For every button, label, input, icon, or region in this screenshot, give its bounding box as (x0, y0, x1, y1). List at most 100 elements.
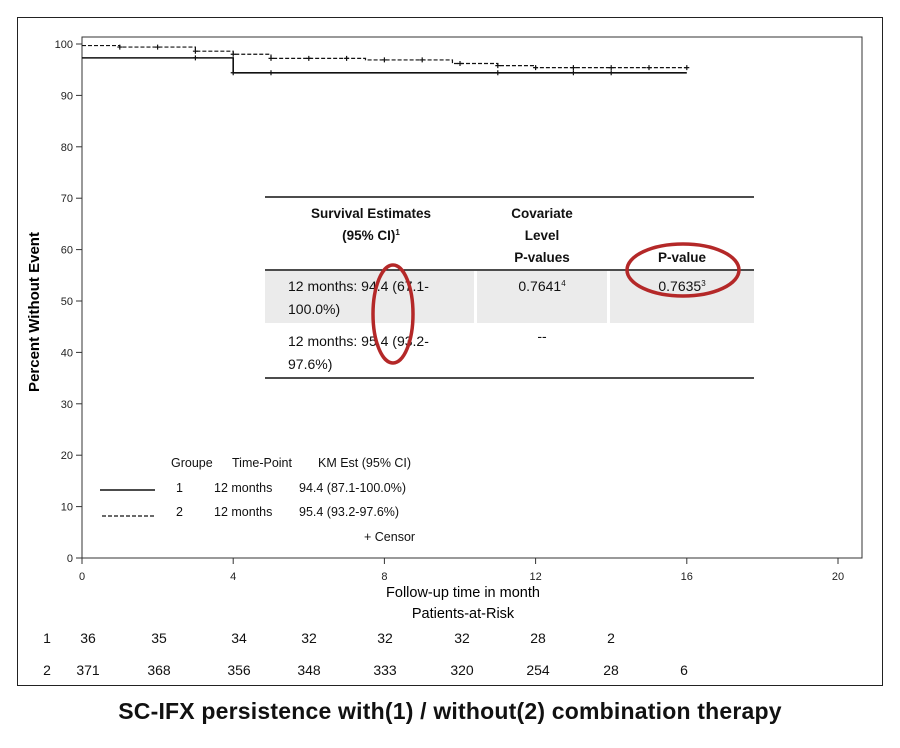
x-axis-label: Follow-up time in month (386, 585, 540, 601)
legend-row-1-group: 1 (176, 481, 183, 495)
inset-header-covariate-line3: P-values (514, 250, 570, 265)
risk-cell: 348 (297, 662, 321, 678)
risk-cell: 368 (147, 662, 171, 678)
inset-header-pvalue: P-value (658, 250, 707, 265)
series-2-censor-mark (419, 57, 425, 63)
y-tick-label: 40 (61, 347, 73, 359)
risk-cell: 35 (151, 630, 167, 646)
risk-table-title: Patients-at-Risk (412, 606, 515, 622)
y-tick-label: 90 (61, 90, 73, 102)
km-chart: Percent Without Event 010203040506070809… (26, 36, 863, 678)
legend-header-group: Groupe (171, 456, 213, 470)
legend: Groupe Time-Point KM Est (95% CI) 1 12 m… (100, 456, 415, 544)
legend-row-2-timepoint: 12 months (214, 505, 272, 519)
y-tick-label: 80 (61, 142, 73, 154)
y-ticks: 0 10 20 30 40 50 60 70 80 90 100 (55, 39, 82, 565)
highlight-ellipse-pvalue (625, 242, 741, 298)
y-tick-label: 100 (55, 39, 73, 51)
highlight-ellipse-estimate (371, 263, 415, 365)
series-1-censor-mark (570, 70, 576, 76)
inset-row-1-covariate: 0.76414 (518, 278, 566, 294)
y-tick-label: 60 (61, 245, 73, 257)
series-2-censor-mark (155, 44, 161, 50)
y-axis-label: Percent Without Event (26, 232, 43, 392)
risk-cell: 34 (231, 630, 247, 646)
y-tick-label: 70 (61, 193, 73, 205)
inset-row-1-estimate-line2: 100.0%) (288, 301, 340, 317)
y-tick-label: 30 (61, 399, 73, 411)
risk-cell: 6 (680, 662, 688, 678)
figure-caption: SC-IFX persistence with(1) / without(2) … (118, 698, 782, 724)
x-tick-label: 12 (529, 571, 541, 583)
risk-row-group-label: 2 (43, 662, 51, 678)
series-1-censor-mark (230, 70, 236, 76)
risk-row-group-label: 1 (43, 630, 51, 646)
series-2-censor-mark (306, 55, 312, 61)
risk-cell: 32 (301, 630, 317, 646)
series-1-censor-mark (608, 70, 614, 76)
series-2-censor-mark (608, 65, 614, 71)
inset-header-estimates-line2: (95% CI)1 (342, 228, 400, 243)
series-1-line (82, 57, 687, 74)
risk-cell: 333 (373, 662, 397, 678)
inset-row-1-pvalue-value: 0.7635 (658, 278, 701, 294)
risk-cell: 36 (80, 630, 96, 646)
risk-cell: 32 (377, 630, 393, 646)
risk-cell: 320 (450, 662, 474, 678)
series-2-censor-mark (457, 61, 463, 67)
series-2-censor-mark (533, 65, 539, 71)
series-2-line (82, 44, 687, 69)
legend-row-1-timepoint: 12 months (214, 481, 272, 495)
series-2-censor-mark (117, 44, 123, 50)
series-2-censor-mark (570, 65, 576, 71)
legend-header-estimate: KM Est (95% CI) (318, 456, 411, 470)
inset-table: Survival Estimates (95% CI)1 Covariate L… (265, 196, 754, 379)
series-1-censor-mark (495, 70, 501, 76)
y-tick-label: 0 (67, 553, 73, 565)
risk-table: 1 36 35 34 32 32 32 28 2 2 371 368 356 348 333 320 254 28… (43, 630, 688, 678)
series-2-censor-mark (344, 55, 350, 61)
inset-row-2-covariate: -- (537, 328, 547, 344)
series-2-censor-mark (646, 65, 652, 71)
inset-row-1-shade-b (477, 271, 607, 323)
risk-cell: 356 (227, 662, 251, 678)
x-tick-label: 16 (681, 571, 693, 583)
x-ticks: 0 4 8 12 16 20 (79, 558, 844, 583)
legend-row-2-group: 2 (176, 505, 183, 519)
series-2-censor-mark (495, 63, 501, 69)
figure-frame (17, 17, 883, 686)
legend-row-1-estimate: 94.4 (87.1-100.0%) (299, 481, 406, 495)
risk-cell: 254 (526, 662, 550, 678)
x-tick-label: 8 (381, 571, 387, 583)
inset-header-covariate-line1: Covariate (511, 206, 573, 221)
series-2-censor-mark (192, 48, 198, 54)
y-tick-label: 10 (61, 502, 73, 514)
inset-row-1-shade-a (265, 271, 474, 323)
inset-row-1-pvalue-sup: 3 (701, 279, 706, 288)
inset-row-1-covariate-value: 0.7641 (518, 278, 561, 294)
inset-row-1-covariate-sup: 4 (561, 279, 566, 288)
series-1-censor-mark (268, 70, 274, 76)
risk-cell: 2 (607, 630, 615, 646)
risk-cell: 28 (530, 630, 546, 646)
inset-row-2-estimate-line2: 97.6%) (288, 356, 332, 372)
risk-cell: 32 (454, 630, 470, 646)
x-tick-label: 4 (230, 571, 236, 583)
risk-cell: 28 (603, 662, 619, 678)
inset-header-estimates-line1: Survival Estimates (311, 206, 431, 221)
plot-area (81, 36, 863, 559)
inset-row-2-estimate-line1: 12 months: 95.4 (93.2- (288, 333, 429, 349)
x-tick-label: 20 (832, 571, 844, 583)
inset-row-1-pvalue: 0.76353 (658, 278, 706, 294)
risk-cell: 371 (76, 662, 100, 678)
inset-header-covariate-line2: Level (525, 228, 560, 243)
inset-header-estimates-sup: 1 (395, 228, 400, 237)
inset-row-1-estimate-line1: 12 months: 94.4 (67.1- (288, 278, 429, 294)
series-2-censor-mark (684, 65, 690, 71)
series-group (82, 44, 690, 76)
inset-header-estimates-ci: (95% CI) (342, 228, 395, 243)
series-1-censor-mark (192, 55, 198, 61)
x-tick-label: 0 (79, 571, 85, 583)
legend-header-timepoint: Time-Point (232, 456, 292, 470)
y-tick-label: 50 (61, 296, 73, 308)
